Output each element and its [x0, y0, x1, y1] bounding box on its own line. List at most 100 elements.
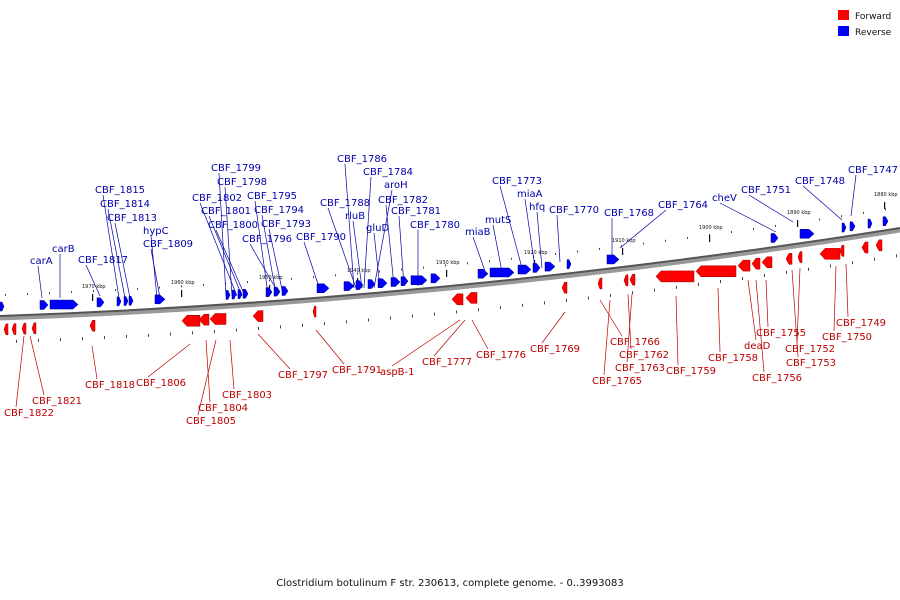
minor-tick [302, 323, 303, 327]
scale-labels: 1880 kbp 1890 kbp 1900 kbp 1910 kbp 1920 kbp… [82, 192, 898, 290]
reverse-label-leader [102, 194, 120, 299]
forward-label-leader [765, 279, 769, 328]
minor-tick [478, 308, 479, 312]
minor-tick [610, 293, 611, 297]
reverse-gene-arrow [867, 218, 873, 229]
gene-label-cbf-1769: CBF_1769 [530, 344, 580, 355]
forward-label-leader [603, 299, 611, 376]
forward-gene-arrow [861, 241, 869, 254]
reverse-label-leader [344, 163, 355, 289]
reverse-gene-arrow [316, 283, 330, 294]
reverse-label-leader [385, 204, 395, 287]
minor-tick [720, 280, 721, 284]
minor-tick [401, 268, 402, 271]
gene-label-aspb-1: aspB-1 [380, 367, 415, 378]
gene-label-cbf-1803: CBF_1803 [222, 390, 272, 401]
gene-label-cbf-1817: CBF_1817 [78, 255, 128, 266]
gene-label-rlub: rluB [345, 211, 365, 222]
backbone [0, 227, 900, 321]
gene-label-cbf-1818: CBF_1818 [85, 380, 135, 391]
legend-forward: Forward [838, 10, 891, 22]
forward-gene-arrow [819, 248, 841, 260]
gene-label-chev: cheV [712, 193, 737, 204]
major-tick [797, 220, 799, 227]
minor-tick [335, 274, 336, 277]
reverse-label-leader [303, 241, 321, 291]
gene-label-cbf-1773: CBF_1773 [492, 176, 542, 187]
forward-gene-arrow [761, 256, 773, 269]
reverse-swatch [838, 26, 849, 36]
gene-label-cbf-1822: CBF_1822 [4, 408, 54, 419]
reverse-label-leader [398, 215, 405, 287]
gene-label-cbf-1801: CBF_1801 [201, 206, 251, 217]
minor-tick [786, 270, 787, 274]
forward-gene-arrow [737, 259, 751, 272]
scale-label: 1930 kbp [436, 260, 460, 266]
minor-tick [170, 332, 171, 336]
major-tick [92, 294, 94, 301]
minor-tick [808, 267, 809, 271]
major-tick [622, 248, 624, 255]
reverse-gene-arrow [544, 261, 556, 272]
forward-gene-arrow [89, 319, 96, 332]
forward-label-leader [796, 267, 801, 344]
minor-tick [434, 312, 435, 316]
reverse-label-leader [261, 214, 277, 295]
gene-label-cbf-1795: CBF_1795 [247, 191, 297, 202]
forward-label-leader [29, 335, 45, 396]
reverse-gene-arrow [242, 289, 249, 299]
reverse-gene-arrow [606, 254, 620, 265]
scale-label: 1960 kbp [171, 280, 195, 286]
scale-label: 1880 kbp [874, 192, 898, 198]
reverse-gene-arrow [489, 267, 515, 278]
minor-tick [555, 252, 556, 255]
reverse-label-leader [114, 222, 131, 299]
reverse-label-leader [499, 185, 523, 269]
forward-gene-arrow [561, 281, 568, 294]
reverse-label-leader [748, 194, 794, 223]
reverse-gene-arrow [532, 263, 541, 273]
gene-label-hypc: hypC [143, 226, 169, 237]
minor-tick [247, 280, 248, 283]
gene-label-cara: carA [30, 256, 53, 267]
reverse-gene-arrow [882, 216, 889, 226]
reverse-gene-arrow [849, 221, 856, 232]
reverse-gene-arrow [430, 273, 441, 284]
reverse-gene-arrow [770, 233, 779, 243]
forward-gene-arrow [3, 323, 9, 336]
forward-label-leader [147, 343, 191, 378]
gene-label-miab: miaB [465, 227, 491, 238]
gene-label-cbf-1756: CBF_1756 [752, 373, 802, 384]
gene-label-cbf-1821: CBF_1821 [32, 396, 82, 407]
gene-label-cbf-1790: CBF_1790 [296, 232, 346, 243]
reverse-label-leader [85, 264, 101, 297]
scale-label: 1940 kbp [347, 268, 371, 274]
gene-label-cbf-1750: CBF_1750 [822, 332, 872, 343]
gene-label-cbf-1747: CBF_1747 [848, 165, 898, 176]
forward-label-leader [845, 263, 849, 318]
gene-label-cbf-1749: CBF_1749 [836, 318, 886, 329]
forward-gene-arrow [451, 293, 464, 306]
reverse-label-leader [249, 243, 280, 295]
gene-label-cbf-1755: CBF_1755 [756, 328, 806, 339]
gene-label-cbf-1797: CBF_1797 [278, 370, 328, 381]
reverse-gene-arrow [281, 286, 289, 296]
reverse-label-leader [850, 174, 857, 217]
minor-tick [159, 286, 160, 289]
minor-tick [698, 282, 699, 286]
minor-tick [71, 291, 72, 294]
forward-label-leader [599, 299, 623, 337]
forward-gene-arrow [623, 274, 629, 287]
minor-tick [38, 338, 39, 342]
gene-label-cbf-1805: CBF_1805 [186, 416, 236, 427]
minor-tick [742, 277, 743, 281]
gene-label-cbf-1753: CBF_1753 [786, 358, 836, 369]
minor-tick [511, 257, 512, 260]
minor-tick [390, 316, 391, 320]
gene-label-aroh: aroH [384, 180, 408, 191]
reverse-gene-arrow [377, 278, 388, 288]
scale-label: 1970 kbp [82, 284, 106, 290]
forward-gene-arrow [11, 323, 17, 335]
forward-label-leader [15, 335, 25, 408]
forward-swatch [838, 10, 849, 20]
